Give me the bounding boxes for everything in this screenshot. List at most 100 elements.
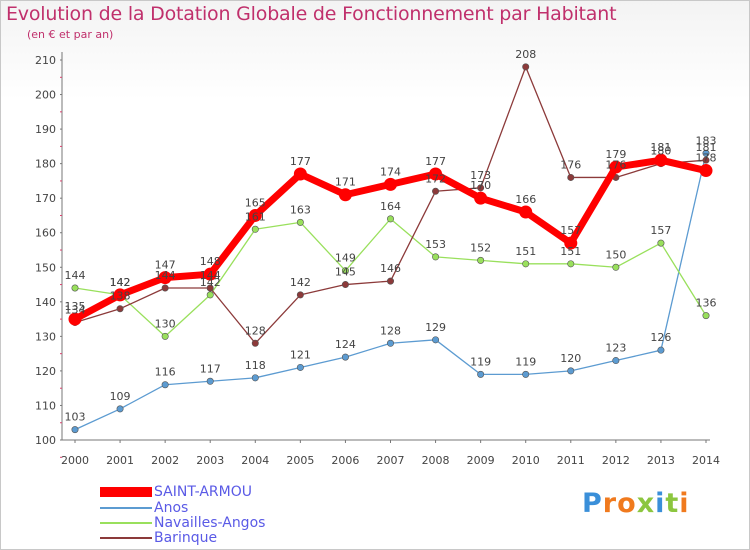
data-point — [248, 208, 262, 222]
x-tick-label: 2001 — [106, 454, 134, 467]
data-point — [474, 191, 488, 205]
y-tick-label: 210 — [35, 54, 56, 67]
data-label: 152 — [470, 241, 491, 254]
data-label: 176 — [605, 158, 626, 171]
data-point — [251, 374, 259, 382]
logo-letter: i — [679, 488, 690, 519]
data-point — [68, 312, 82, 326]
data-point — [161, 332, 169, 340]
legend-swatch — [100, 487, 152, 497]
data-label: 151 — [560, 245, 581, 258]
data-point — [654, 153, 668, 167]
data-label: 172 — [425, 172, 446, 185]
series-line-anos — [74, 152, 707, 431]
logo-letter: P — [582, 488, 603, 519]
logo-letter: x — [636, 488, 656, 519]
data-label: 151 — [515, 245, 536, 258]
x-tick-label: 2009 — [467, 454, 495, 467]
data-label: 118 — [245, 359, 266, 372]
data-label: 136 — [696, 297, 717, 310]
data-point — [702, 149, 710, 157]
data-label: 126 — [650, 331, 671, 344]
data-label: 177 — [290, 155, 311, 168]
data-label: 181 — [650, 141, 671, 154]
y-tick-label: 190 — [35, 123, 56, 136]
data-label: 144 — [155, 269, 176, 282]
y-tick-label: 170 — [35, 192, 56, 205]
data-label: 173 — [470, 169, 491, 182]
data-label: 181 — [696, 141, 717, 154]
data-label: 142 — [200, 276, 221, 289]
y-tick-label: 120 — [35, 365, 56, 378]
data-point — [293, 167, 307, 181]
data-point — [113, 288, 127, 302]
data-point — [158, 271, 172, 285]
data-point — [386, 339, 394, 347]
y-tick-label: 180 — [35, 158, 56, 171]
data-point — [609, 160, 623, 174]
x-tick-label: 2013 — [647, 454, 675, 467]
data-label: 120 — [560, 352, 581, 365]
legend-label: SAINT-ARMOU — [154, 484, 252, 500]
data-label: 148 — [200, 255, 221, 268]
data-point — [71, 284, 79, 292]
x-tick-label: 2008 — [422, 454, 450, 467]
data-point — [657, 346, 665, 354]
data-label: 177 — [425, 155, 446, 168]
legend-swatch — [100, 507, 152, 509]
data-point — [203, 267, 217, 281]
x-tick-label: 2007 — [377, 454, 405, 467]
data-point — [161, 284, 169, 292]
data-label: 103 — [65, 411, 86, 424]
data-label: 124 — [335, 338, 356, 351]
data-label: 174 — [380, 165, 401, 178]
data-label: 121 — [290, 348, 311, 361]
legend-label: Anos — [154, 500, 189, 516]
data-point — [567, 173, 575, 181]
data-point — [341, 353, 349, 361]
data-point — [432, 187, 440, 195]
data-point — [699, 164, 713, 178]
data-label: 145 — [335, 266, 356, 279]
data-point — [477, 370, 485, 378]
y-tick-label: 130 — [35, 330, 56, 343]
data-point — [477, 184, 485, 192]
x-tick-label: 2004 — [241, 454, 269, 467]
logo-letter: o — [617, 488, 637, 519]
y-tick-label: 100 — [35, 434, 56, 447]
data-label: 147 — [155, 259, 176, 272]
data-point — [564, 236, 578, 250]
data-point — [161, 381, 169, 389]
data-label: 116 — [155, 366, 176, 379]
data-point — [477, 256, 485, 264]
data-point — [432, 336, 440, 344]
data-label: 163 — [290, 203, 311, 216]
data-point — [338, 188, 352, 202]
data-label: 153 — [425, 238, 446, 251]
legend-swatch — [100, 522, 152, 524]
data-point — [567, 367, 575, 375]
data-label: 157 — [560, 224, 581, 237]
data-point — [386, 215, 394, 223]
legend-label: Navailles-Angos — [154, 515, 266, 531]
data-label: 138 — [110, 290, 131, 303]
data-label: 144 — [65, 269, 86, 282]
data-label: 157 — [650, 224, 671, 237]
data-point — [386, 277, 394, 285]
data-label: 179 — [605, 148, 626, 161]
data-point — [206, 284, 214, 292]
data-label: 128 — [245, 324, 266, 337]
data-point — [567, 260, 575, 268]
data-label: 135 — [65, 300, 86, 313]
data-label: 171 — [335, 176, 356, 189]
data-point — [251, 339, 259, 347]
data-label: 178 — [696, 152, 717, 165]
data-label: 130 — [155, 317, 176, 330]
data-label: 128 — [380, 324, 401, 337]
y-tick-label: 150 — [35, 261, 56, 274]
data-label: 161 — [245, 210, 266, 223]
data-point — [296, 291, 304, 299]
x-tick-label: 2014 — [692, 454, 720, 467]
data-point — [429, 167, 443, 181]
logo-letter: r — [602, 488, 618, 519]
